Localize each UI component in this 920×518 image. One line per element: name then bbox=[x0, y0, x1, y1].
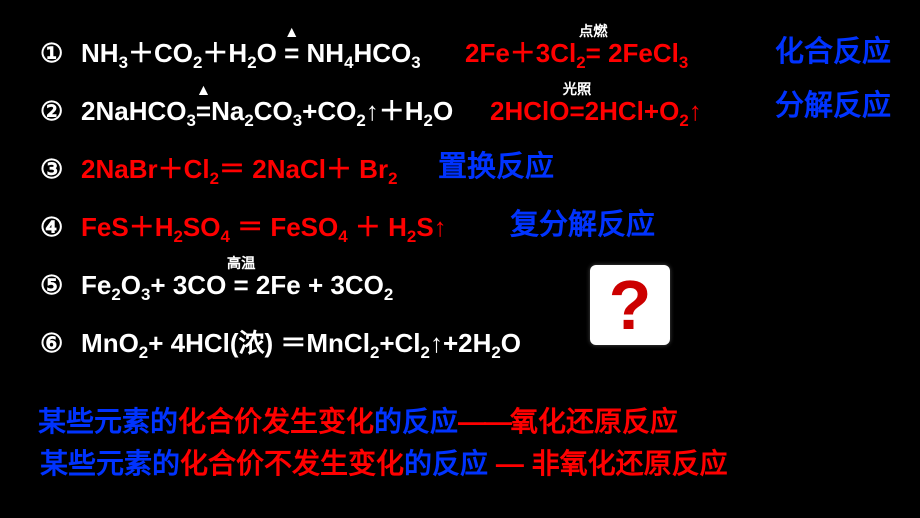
row-number: ③ bbox=[40, 156, 74, 182]
condition-ignite: =点燃 bbox=[586, 40, 601, 66]
row-number: ② bbox=[40, 98, 74, 124]
question-mark-icon: ? bbox=[590, 265, 670, 345]
summary-line-2: 某些元素的化合价不发生变化的反应 — 非氧化还原反应 bbox=[40, 450, 728, 478]
condition-heat: =高温 bbox=[234, 272, 249, 298]
row-number: ⑥ bbox=[40, 330, 74, 356]
equation-row-5: ⑤ Fe2O3+ 3CO =高温 2Fe + 3CO2 bbox=[40, 272, 393, 298]
row-number: ⑤ bbox=[40, 272, 74, 298]
label-displacement: 置换反应 bbox=[438, 153, 554, 182]
equation-row-3: ③ 2NaBr＋Cl2＝ 2NaCl＋ Br2 bbox=[40, 156, 398, 182]
row-number: ① bbox=[40, 40, 74, 66]
equation-row-6: ⑥ MnO2+ 4HCl(浓) ＝MnCl2+Cl2↑+2H2O bbox=[40, 330, 521, 356]
eq1-lhs: NH3＋CO2＋H2O = NH4HCO3 bbox=[81, 38, 421, 68]
label-metathesis: 复分解反应 bbox=[510, 211, 655, 240]
delta-symbol: = bbox=[196, 98, 211, 124]
equation-row-2: ② 2NaHCO3=Na2CO3+CO2↑＋H2O bbox=[40, 98, 453, 124]
label-decomposition: 分解反应 bbox=[775, 92, 891, 121]
equation-row-1: ① NH3＋CO2＋H2O = NH4HCO3 bbox=[40, 40, 421, 66]
eq4: FeS＋H2SO4 ＝ FeSO4 ＋ H2S↑ bbox=[81, 212, 447, 242]
condition-light: =光照 bbox=[569, 98, 584, 124]
equation-row-4: ④ FeS＋H2SO4 ＝ FeSO4 ＋ H2S↑ bbox=[40, 214, 447, 240]
delta-symbol: = bbox=[284, 40, 299, 66]
eq2-main: 2NaHCO3=Na2CO3+CO2↑＋H2O bbox=[81, 96, 453, 126]
row-number: ④ bbox=[40, 214, 74, 240]
label-combination: 化合反应 bbox=[775, 38, 891, 67]
summary-line-1: 某些元素的化合价发生变化的反应——氧化还原反应 bbox=[38, 408, 678, 436]
equation-row-2b: 2HClO=光照2HCl+O2↑ bbox=[490, 98, 702, 124]
eq3: 2NaBr＋Cl2＝ 2NaCl＋ Br2 bbox=[81, 154, 397, 184]
equation-row-1b: 2Fe＋3Cl2=点燃 2FeCl3 bbox=[465, 40, 688, 66]
